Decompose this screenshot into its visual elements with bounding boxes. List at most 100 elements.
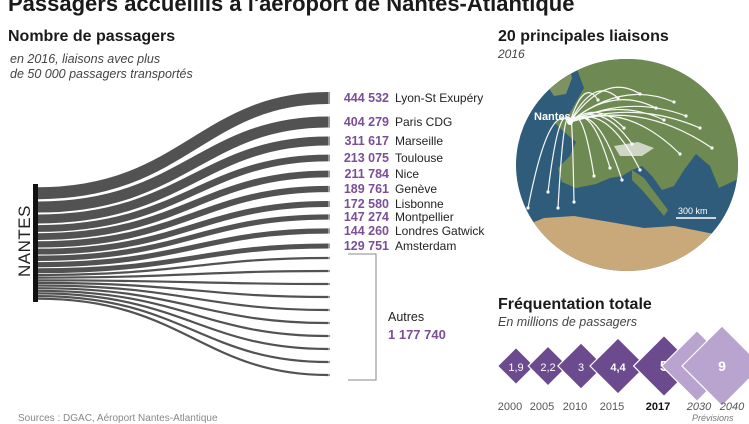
- flow-end-tick: [328, 373, 330, 377]
- year-label: 2017: [646, 401, 670, 413]
- flow-other-9: [37, 297, 329, 377]
- flow-other-6: [37, 289, 329, 338]
- map-destination-dot: [608, 166, 612, 170]
- route-value: 129 751: [343, 239, 389, 253]
- route-destination: Marseille: [395, 134, 444, 148]
- route-value: 172 580: [343, 197, 389, 211]
- flow-other-4: [37, 284, 329, 312]
- map-destination-dot: [572, 200, 576, 204]
- map-destination-dot: [672, 100, 676, 104]
- flow-end-tick: [328, 92, 330, 104]
- route-destination: Lyon-St Exupéry: [395, 91, 484, 105]
- flow-4: [37, 170, 329, 240]
- others-group: Autres 1 177 740: [388, 308, 446, 344]
- map-route-line: [569, 115, 681, 155]
- origin-bar: [33, 184, 38, 302]
- flow-5: [37, 185, 329, 248]
- passenger-subtitle-line1: en 2016, liaisons avec plus: [10, 52, 161, 66]
- nantes-label: Nantes: [534, 111, 571, 123]
- flow-end-tick: [328, 228, 330, 234]
- route-value: 213 075: [343, 151, 389, 165]
- forecast-label: Prévisions: [692, 413, 734, 421]
- flow-end-tick: [328, 116, 330, 128]
- map-destination-dot: [684, 114, 688, 118]
- map-route-line: [557, 117, 571, 209]
- flow-end-tick: [328, 282, 330, 286]
- route-value: 311 617: [344, 134, 390, 148]
- route-row: 144 260 Londres Gatwick: [333, 224, 485, 238]
- source-footer: Sources : DGAC, Aéroport Nantes-Atlantiq…: [18, 413, 218, 424]
- map-route-line: [569, 116, 595, 177]
- flow-other-0: [37, 256, 329, 277]
- flow-other-7: [37, 292, 329, 351]
- year-label: 2005: [530, 401, 554, 413]
- others-value: 1 177 740: [388, 327, 446, 342]
- flow-other-5: [37, 287, 329, 325]
- route-value: 147 274: [343, 210, 389, 224]
- year-label: 2040: [719, 401, 745, 413]
- map-destination-dot: [678, 152, 682, 156]
- others-label: Autres: [388, 310, 425, 324]
- flow-end-tick: [328, 269, 330, 273]
- route-value: 144 260: [343, 224, 389, 238]
- flow-other-3: [37, 281, 329, 299]
- diamond-value: 3: [578, 362, 584, 374]
- map-destination-dot: [662, 118, 666, 122]
- map-destination-dot: [638, 168, 642, 172]
- route-destination: Toulouse: [395, 151, 444, 165]
- flow-3: [37, 154, 329, 232]
- route-row: 147 274 Montpellier: [333, 210, 454, 224]
- flow-other-2: [37, 279, 329, 286]
- diamond-2010: [557, 342, 605, 390]
- italy-land: [632, 170, 668, 216]
- map-destination-dot: [526, 206, 530, 210]
- route-destination: Genève: [395, 182, 438, 196]
- flow-end-tick: [328, 334, 330, 338]
- year-label: 2010: [563, 401, 587, 413]
- routes-map: Nantes 300 km: [516, 59, 738, 271]
- flow-9: [37, 243, 329, 274]
- scale-label: 300 km: [678, 206, 708, 216]
- map-route-line: [569, 90, 619, 123]
- map-destination-dot: [630, 142, 634, 146]
- flow-end-tick: [328, 170, 330, 178]
- route-row: 444 532 Lyon-St Exupéry: [333, 91, 483, 105]
- diamond-value: 4,4: [610, 362, 626, 374]
- nantes-dot: [567, 119, 573, 125]
- route-row: 172 580 Lisbonne: [333, 197, 444, 211]
- year-label: 2000: [498, 401, 522, 413]
- year-label: 2030: [686, 401, 712, 413]
- map-destination-dot: [596, 98, 600, 102]
- diamond-2005: [527, 345, 569, 387]
- route-destination: Lisbonne: [395, 197, 444, 211]
- route-value: 211 784: [344, 167, 390, 181]
- alps-area: [614, 142, 654, 156]
- diamond-value: 1,9: [508, 362, 523, 374]
- map-destination-dot: [556, 206, 560, 210]
- flow-end-tick: [328, 347, 330, 351]
- diamond-2015: [589, 337, 647, 395]
- flow-end-tick: [328, 201, 330, 207]
- frequentation-heading: Fréquentation totale: [498, 296, 652, 313]
- flow-end-tick: [328, 185, 330, 193]
- map-route-line: [527, 117, 571, 209]
- map-destination-dot: [622, 126, 626, 130]
- route-destination: Paris CDG: [395, 115, 453, 129]
- route-destination: Amsterdam: [395, 239, 457, 253]
- map-destination-dot: [546, 190, 550, 194]
- map-route-line: [569, 86, 641, 123]
- flow-end-tick: [328, 154, 330, 162]
- map-route-line: [569, 92, 599, 123]
- passenger-heading: Nombre de passagers: [8, 28, 176, 45]
- passenger-subtitle-line2: de 50 000 passagers transportés: [10, 67, 193, 81]
- map-destination-dot: [592, 174, 596, 178]
- route-row: 211 784 Nice: [333, 167, 420, 181]
- route-row: 404 279 Paris CDG: [333, 115, 453, 129]
- map-heading: 20 principales liaisons: [498, 28, 669, 45]
- flow-2: [37, 136, 329, 224]
- year-label: 2015: [600, 401, 624, 413]
- flow-end-tick: [328, 360, 330, 364]
- flow-1: [37, 116, 329, 213]
